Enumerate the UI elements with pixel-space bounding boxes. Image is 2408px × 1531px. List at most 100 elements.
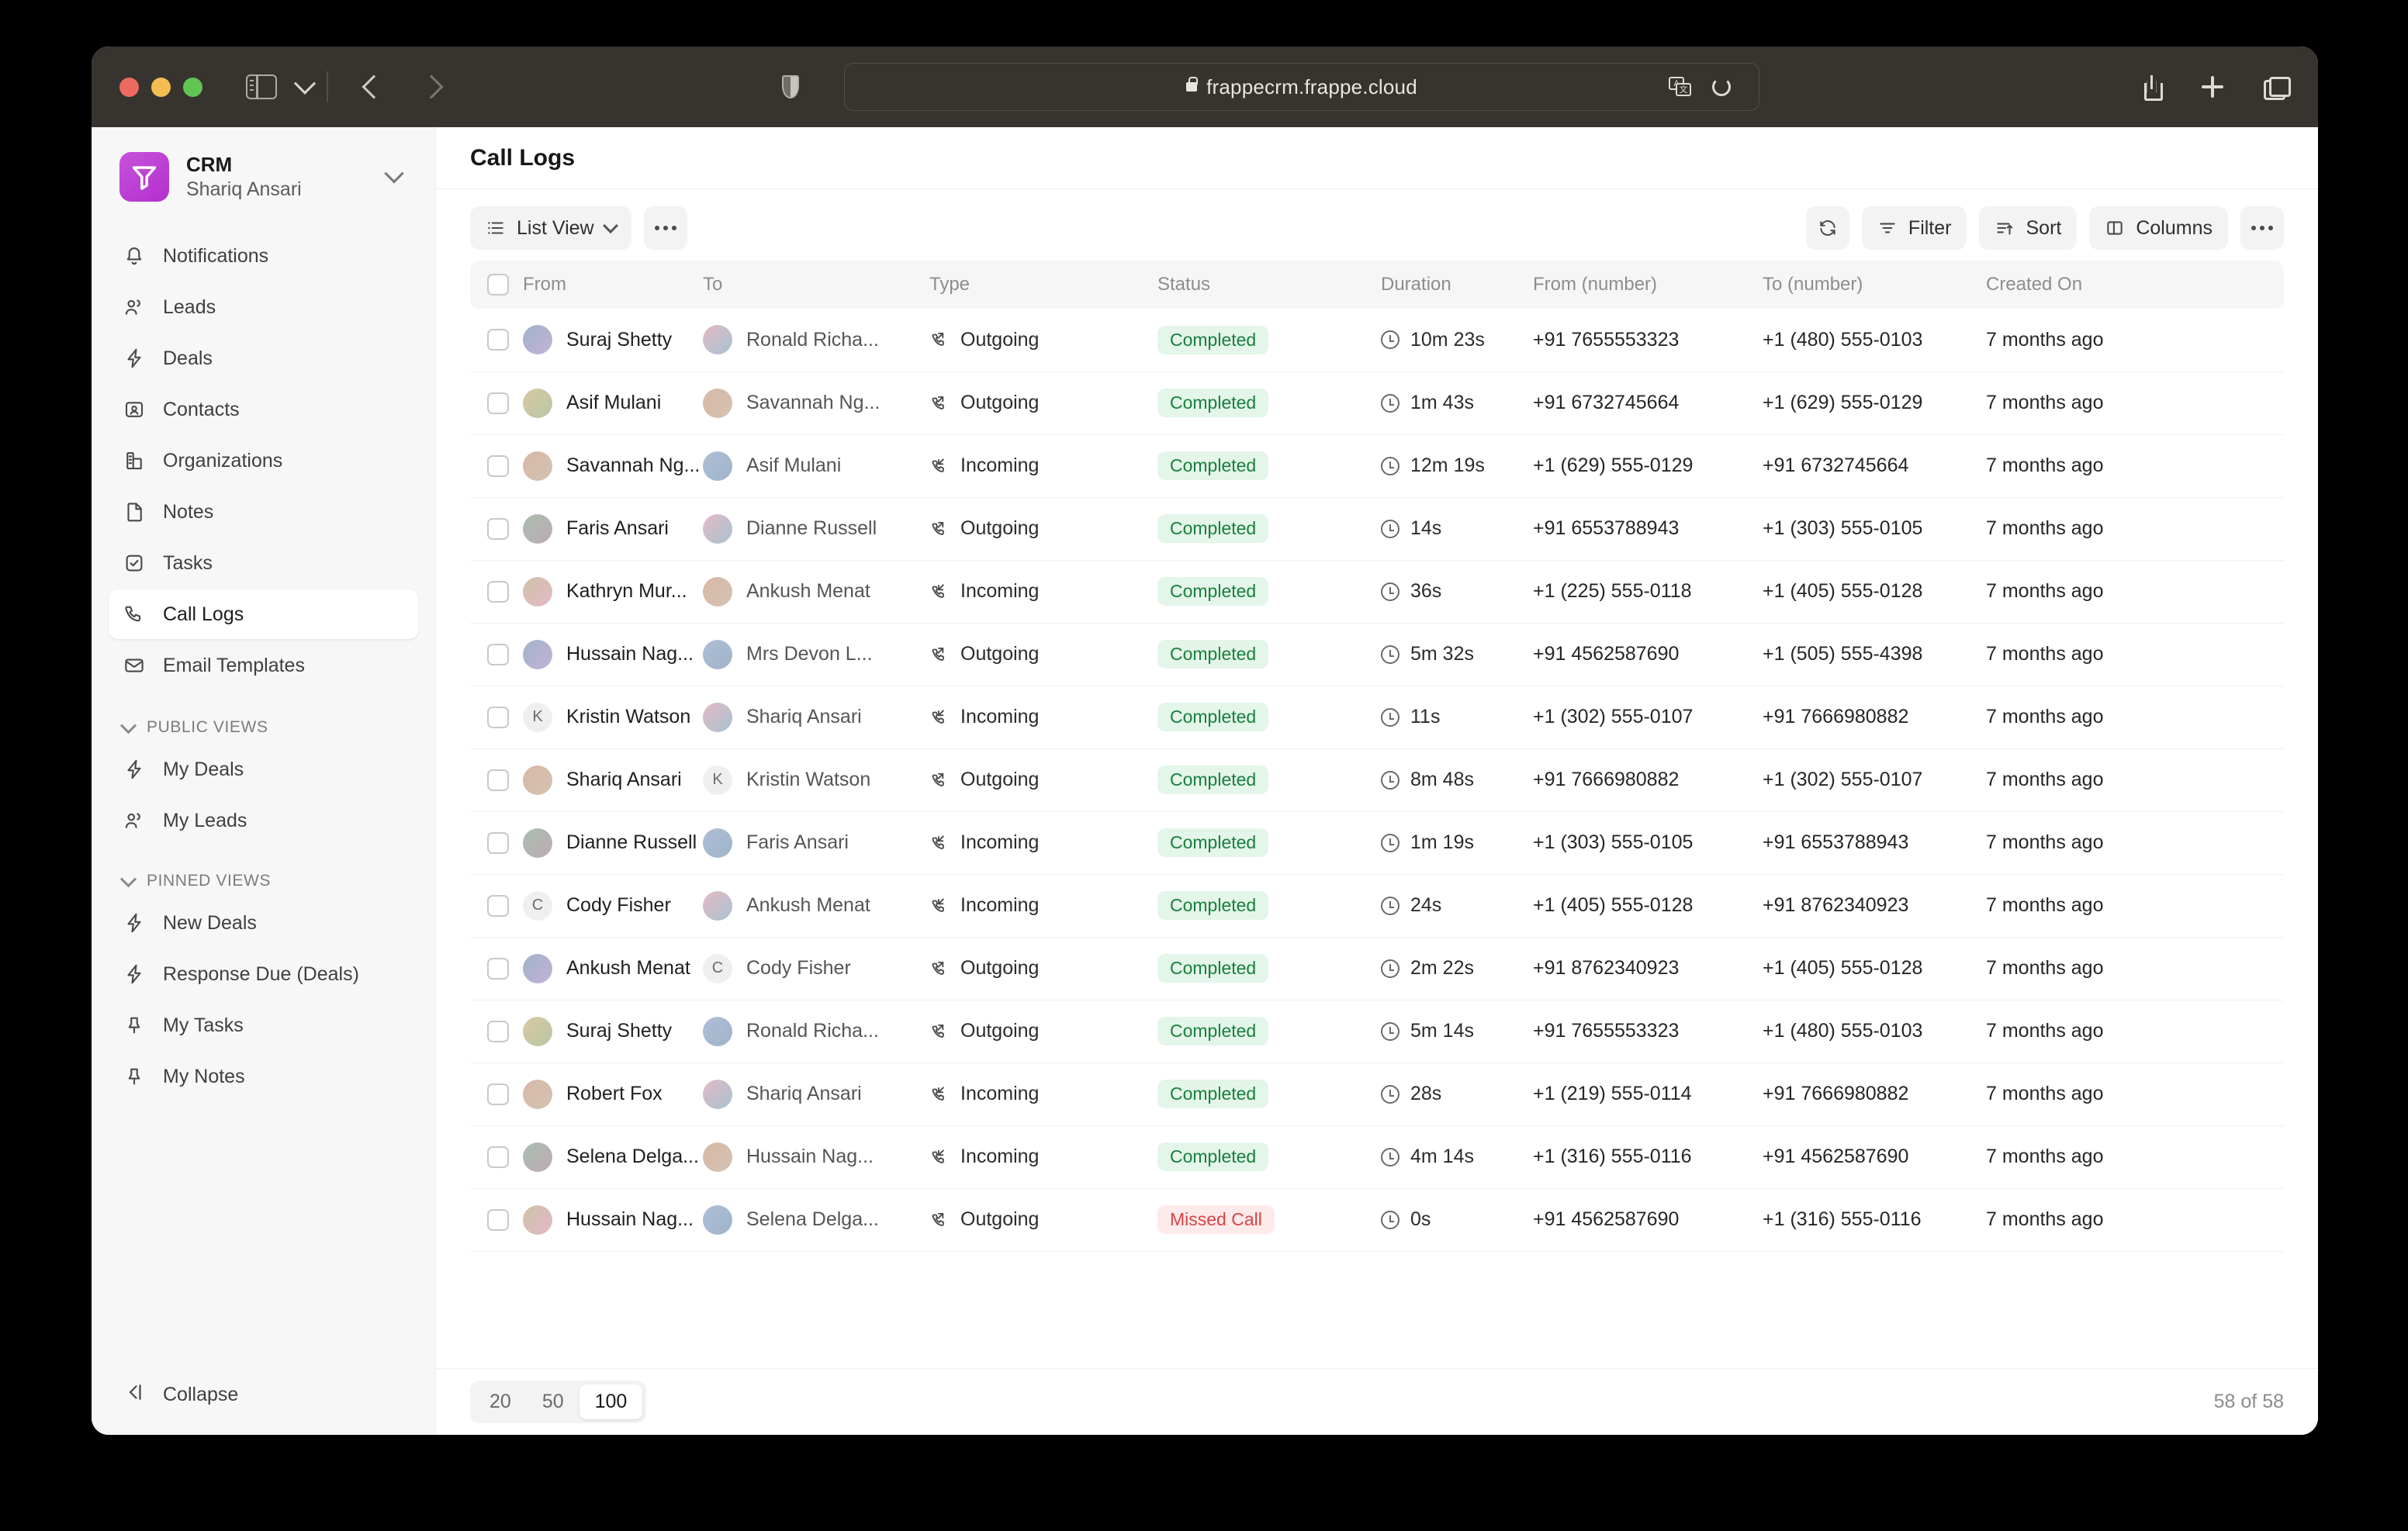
row-checkbox[interactable] bbox=[487, 580, 509, 603]
chevron-left-icon[interactable] bbox=[362, 74, 386, 99]
row-created-cell: 7 months ago bbox=[1986, 1063, 2284, 1125]
sidebar-view-response-due-deals-[interactable]: Response Due (Deals) bbox=[109, 949, 418, 999]
table-row[interactable]: Suraj Shetty Ronald Richa... Outgoing Compl… bbox=[470, 1000, 2284, 1063]
row-checkbox[interactable] bbox=[487, 329, 509, 351]
row-duration-cell: 10m 23s bbox=[1381, 309, 1533, 372]
collapse-sidebar-button[interactable]: Collapse bbox=[109, 1370, 418, 1419]
row-checkbox[interactable] bbox=[487, 831, 509, 854]
sidebar-item-notifications[interactable]: Notifications bbox=[109, 231, 418, 281]
columns-button[interactable]: Columns bbox=[2089, 206, 2228, 250]
refresh-button[interactable] bbox=[1805, 206, 1849, 250]
sidebar-view-my-notes[interactable]: My Notes bbox=[109, 1052, 418, 1101]
address-bar[interactable]: frappecrm.frappe.cloud A文 bbox=[844, 63, 1759, 111]
row-checkbox[interactable] bbox=[487, 1208, 509, 1231]
shield-icon[interactable] bbox=[782, 75, 799, 98]
column-header-to-number-cell[interactable]: To (number) bbox=[1763, 261, 1986, 309]
table-row[interactable]: Faris Ansari Dianne Russell Outgoing Comple… bbox=[470, 497, 2284, 560]
table-row[interactable]: Ankush Menat C Cody Fisher Outgoing Complete… bbox=[470, 937, 2284, 1000]
sidebar-view-my-leads[interactable]: My Leads bbox=[109, 796, 418, 845]
share-icon[interactable] bbox=[2141, 75, 2163, 101]
workspace-switcher[interactable]: CRM Shariq Ansari bbox=[109, 143, 418, 211]
row-created-on: 7 months ago bbox=[1986, 894, 2104, 916]
call-logs-table: From To Type Status Duration From (numbe… bbox=[470, 261, 2284, 1252]
page-size-100[interactable]: 100 bbox=[579, 1384, 643, 1419]
table-row[interactable]: Selena Delga... Hussain Nag... Incoming Com… bbox=[470, 1125, 2284, 1188]
table-row[interactable]: Robert Fox Shariq Ansari Incoming Completed… bbox=[470, 1063, 2284, 1125]
minimize-window-button[interactable] bbox=[151, 77, 171, 97]
table-row[interactable]: C Cody Fisher Ankush Menat Incoming Complete… bbox=[470, 874, 2284, 937]
sidebar-view-new-deals[interactable]: New Deals bbox=[109, 898, 418, 948]
table-row[interactable]: Hussain Nag... Selena Delga... Outgoing Mis… bbox=[470, 1188, 2284, 1251]
column-header-created-on-cell[interactable]: Created On bbox=[1986, 261, 2284, 309]
sidebar-item-label: Contacts bbox=[163, 398, 240, 420]
maximize-window-button[interactable] bbox=[183, 77, 202, 97]
page-size-20[interactable]: 20 bbox=[474, 1384, 527, 1419]
row-created-on: 7 months ago bbox=[1986, 1208, 2104, 1230]
row-checkbox[interactable] bbox=[487, 1020, 509, 1042]
row-to-number-cell: +1 (480) 555-0103 bbox=[1763, 309, 1986, 372]
sidebar-item-notes[interactable]: Notes bbox=[109, 487, 418, 537]
building-icon bbox=[123, 449, 146, 472]
row-checkbox[interactable] bbox=[487, 1146, 509, 1168]
avatar bbox=[523, 1079, 552, 1109]
sort-button[interactable]: Sort bbox=[1979, 206, 2078, 250]
column-header-to-cell[interactable]: To bbox=[703, 261, 929, 309]
row-checkbox[interactable] bbox=[487, 894, 509, 917]
row-to-number: +91 4562587690 bbox=[1763, 1146, 1909, 1167]
incoming-call-icon bbox=[932, 835, 944, 849]
row-checkbox[interactable] bbox=[487, 517, 509, 540]
view-options-button[interactable] bbox=[643, 206, 687, 250]
row-duration-cell: 36s bbox=[1381, 560, 1533, 623]
sidebar-item-email-templates[interactable]: Email Templates bbox=[109, 641, 418, 690]
row-checkbox[interactable] bbox=[487, 392, 509, 414]
column-header-type-cell[interactable]: Type bbox=[929, 261, 1157, 309]
chevron-right-icon[interactable] bbox=[419, 74, 444, 99]
page-size-50[interactable]: 50 bbox=[527, 1384, 580, 1419]
close-window-button[interactable] bbox=[119, 77, 139, 97]
row-created-on: 7 months ago bbox=[1986, 580, 2104, 602]
reload-icon[interactable] bbox=[1712, 78, 1731, 96]
sidebar-view-my-tasks[interactable]: My Tasks bbox=[109, 1001, 418, 1050]
table-row[interactable]: Savannah Ng... Asif Mulani Incoming Complet… bbox=[470, 434, 2284, 497]
table-row[interactable]: Suraj Shetty Ronald Richa... Outgoing Compl… bbox=[470, 309, 2284, 372]
outgoing-call-icon bbox=[932, 333, 944, 347]
sidebar-item-leads[interactable]: Leads bbox=[109, 282, 418, 332]
row-type-cell: Incoming bbox=[929, 1125, 1157, 1188]
table-row[interactable]: Dianne Russell Faris Ansari Incoming Comple… bbox=[470, 811, 2284, 874]
view-selector-button[interactable]: List View bbox=[470, 206, 631, 250]
sidebar-item-deals[interactable]: Deals bbox=[109, 334, 418, 383]
sidebar-item-call-logs[interactable]: Call Logs bbox=[109, 589, 418, 639]
translate-icon[interactable]: A文 bbox=[1669, 77, 1692, 97]
outgoing-call-icon bbox=[932, 1212, 944, 1226]
row-checkbox[interactable] bbox=[487, 643, 509, 665]
table-row[interactable]: K Kristin Watson Shariq Ansari Incoming Comp… bbox=[470, 686, 2284, 748]
column-header-duration-cell[interactable]: Duration bbox=[1381, 261, 1533, 309]
sidebar-section-title: PUBLIC VIEWS bbox=[147, 718, 268, 736]
row-checkbox[interactable] bbox=[487, 706, 509, 728]
more-options-button[interactable] bbox=[2240, 206, 2284, 250]
sidebar-toggle-icon[interactable] bbox=[246, 74, 277, 99]
column-header-from-number-cell[interactable]: From (number) bbox=[1533, 261, 1763, 309]
select-all-checkbox[interactable] bbox=[487, 274, 509, 295]
column-header-from[interactable]: From bbox=[523, 274, 566, 295]
column-header-status-cell[interactable]: Status bbox=[1157, 261, 1381, 309]
sidebar-section-pinned-views[interactable]: PINNED VIEWS bbox=[119, 870, 418, 890]
row-checkbox[interactable] bbox=[487, 957, 509, 980]
row-from: Hussain Nag... bbox=[566, 1208, 694, 1230]
table-row[interactable]: Asif Mulani Savannah Ng... Outgoing Complet… bbox=[470, 372, 2284, 434]
sidebar-item-tasks[interactable]: Tasks bbox=[109, 538, 418, 588]
sidebar-section-public-views[interactable]: PUBLIC VIEWS bbox=[119, 717, 418, 737]
plus-icon[interactable] bbox=[2202, 76, 2223, 98]
table-row[interactable]: Shariq Ansari K Kristin Watson Outgoing Comp… bbox=[470, 748, 2284, 811]
tabs-icon[interactable] bbox=[2264, 77, 2291, 100]
row-checkbox[interactable] bbox=[487, 769, 509, 791]
sidebar-item-contacts[interactable]: Contacts bbox=[109, 385, 418, 434]
row-checkbox[interactable] bbox=[487, 454, 509, 477]
sidebar-view-my-deals[interactable]: My Deals bbox=[109, 745, 418, 794]
table-row[interactable]: Kathryn Mur... Ankush Menat Incoming Comple… bbox=[470, 560, 2284, 623]
filter-button[interactable]: Filter bbox=[1861, 206, 1967, 250]
chevron-down-icon[interactable] bbox=[293, 72, 317, 95]
sidebar-item-organizations[interactable]: Organizations bbox=[109, 436, 418, 486]
table-row[interactable]: Hussain Nag... Mrs Devon L... Outgoing Comp… bbox=[470, 623, 2284, 686]
row-checkbox[interactable] bbox=[487, 1083, 509, 1105]
